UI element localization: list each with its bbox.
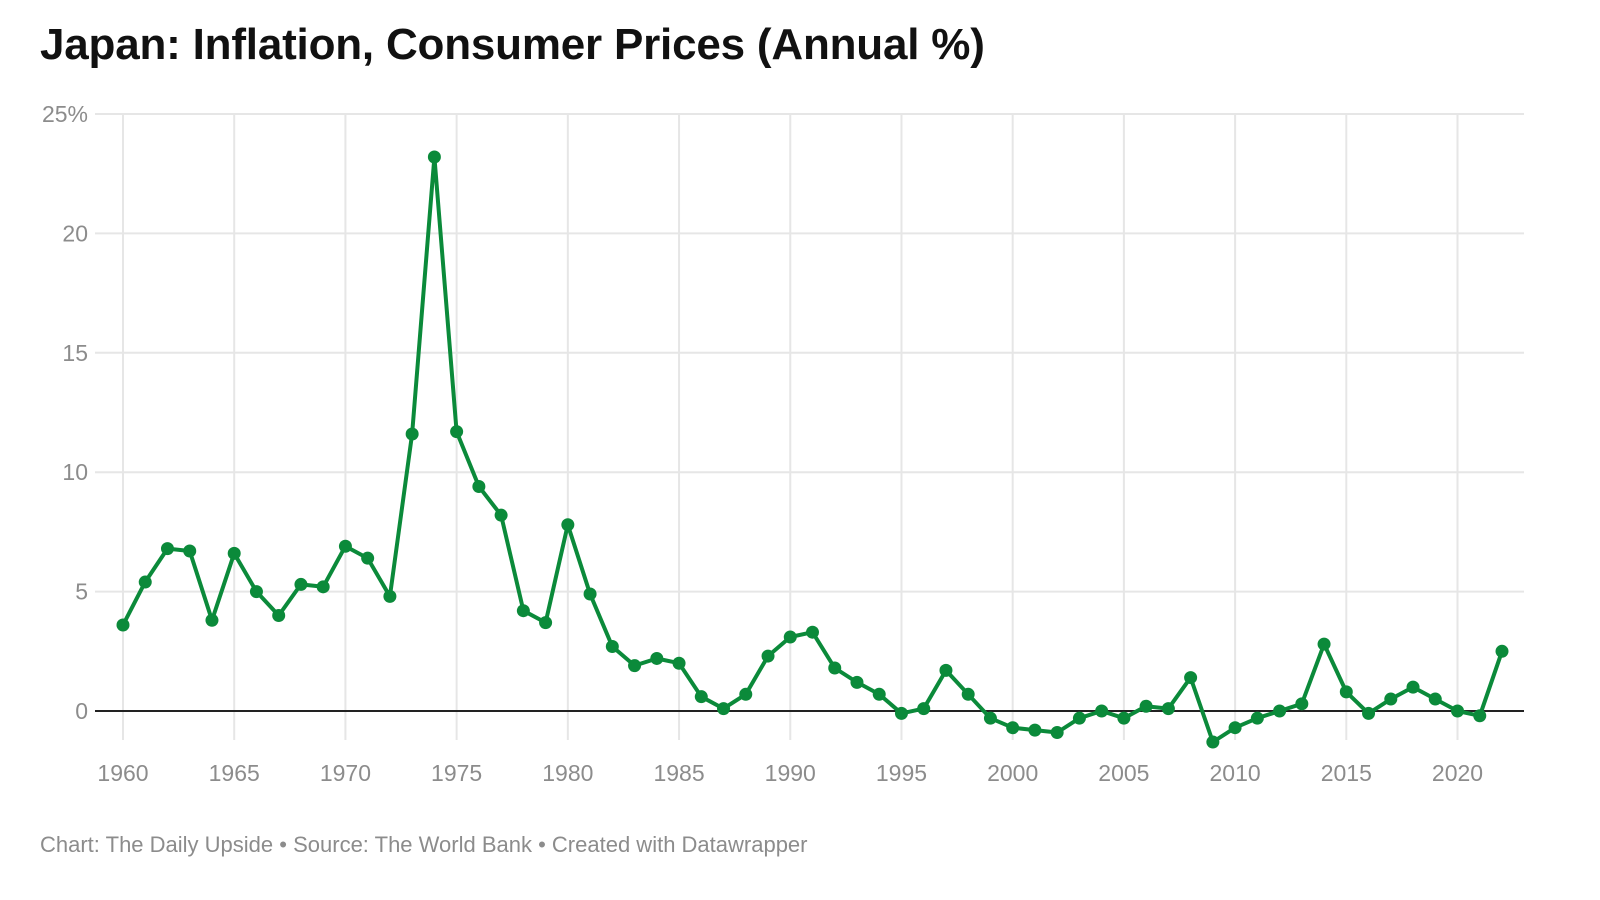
- data-point-1980[interactable]: [561, 518, 575, 532]
- data-point-2004[interactable]: [1095, 704, 1109, 718]
- x-tick-label: 1995: [876, 760, 927, 786]
- data-point-2016[interactable]: [1362, 706, 1376, 720]
- data-point-2006[interactable]: [1139, 699, 1153, 713]
- chart-footer: Chart: The Daily Upside • Source: The Wo…: [40, 832, 808, 858]
- y-tick-label: 15: [62, 340, 88, 366]
- data-point-2001[interactable]: [1028, 723, 1042, 737]
- x-tick-label: 1975: [431, 760, 482, 786]
- data-point-2022[interactable]: [1495, 644, 1509, 658]
- data-point-1979[interactable]: [539, 616, 553, 630]
- data-point-2018[interactable]: [1406, 680, 1420, 694]
- data-point-2008[interactable]: [1184, 671, 1198, 685]
- data-point-1999[interactable]: [983, 711, 997, 725]
- data-point-1985[interactable]: [672, 656, 686, 670]
- data-point-1976[interactable]: [472, 480, 486, 494]
- data-point-1968[interactable]: [294, 577, 308, 591]
- data-point-1978[interactable]: [516, 604, 530, 618]
- data-point-1983[interactable]: [628, 659, 642, 673]
- data-point-1965[interactable]: [227, 546, 241, 560]
- data-point-2017[interactable]: [1384, 692, 1398, 706]
- data-point-1991[interactable]: [806, 625, 819, 639]
- y-tick-label: 5: [75, 579, 88, 605]
- data-point-2000[interactable]: [1006, 721, 1020, 735]
- data-point-2003[interactable]: [1072, 711, 1086, 725]
- x-tick-label: 1980: [542, 760, 593, 786]
- footer-separator-1: •: [279, 832, 287, 857]
- series-line: [121, 155, 1504, 744]
- chart-title: Japan: Inflation, Consumer Prices (Annua…: [40, 20, 985, 69]
- data-point-1990[interactable]: [783, 630, 797, 644]
- data-point-2019[interactable]: [1428, 692, 1442, 706]
- footer-credit: Chart: The Daily Upside: [40, 832, 274, 857]
- points-layer: [116, 150, 1509, 749]
- footer-source: Source: The World Bank: [293, 832, 532, 857]
- data-point-2012[interactable]: [1273, 704, 1287, 718]
- x-tick-label: 2000: [987, 760, 1038, 786]
- data-point-2015[interactable]: [1339, 685, 1353, 699]
- x-tick-label: 2015: [1321, 760, 1372, 786]
- data-point-1982[interactable]: [605, 640, 619, 654]
- y-tick-label: 20: [62, 220, 88, 246]
- footer-tool: Created with Datawrapper: [551, 832, 808, 857]
- data-point-2021[interactable]: [1473, 709, 1487, 723]
- data-point-2020[interactable]: [1451, 704, 1465, 718]
- data-point-2005[interactable]: [1117, 711, 1131, 725]
- x-tick-label: 1970: [320, 760, 371, 786]
- data-point-1975[interactable]: [450, 425, 464, 439]
- data-point-1993[interactable]: [850, 675, 864, 689]
- data-point-2007[interactable]: [1161, 702, 1175, 716]
- data-point-1984[interactable]: [650, 651, 664, 665]
- x-gridlines: [122, 114, 1459, 740]
- x-tick-label: 2020: [1432, 760, 1483, 786]
- x-tick-label: 1965: [209, 760, 260, 786]
- data-point-1992[interactable]: [828, 661, 842, 675]
- x-tick-label: 1960: [97, 760, 148, 786]
- data-point-1972[interactable]: [383, 589, 397, 603]
- data-point-1994[interactable]: [872, 687, 886, 701]
- data-point-1986[interactable]: [694, 690, 708, 704]
- y-tick-label: 25%: [42, 101, 88, 127]
- data-point-1988[interactable]: [739, 687, 753, 701]
- y-gridlines: [95, 113, 1524, 593]
- data-point-2011[interactable]: [1250, 711, 1264, 725]
- y-tick-label: 10: [62, 459, 88, 485]
- data-point-1973[interactable]: [405, 427, 419, 441]
- data-point-1971[interactable]: [361, 551, 375, 565]
- data-point-1960[interactable]: [116, 618, 130, 632]
- data-point-1995[interactable]: [894, 706, 908, 720]
- data-point-2002[interactable]: [1050, 725, 1064, 739]
- data-point-2009[interactable]: [1206, 735, 1220, 749]
- data-point-2014[interactable]: [1317, 637, 1331, 651]
- data-point-2013[interactable]: [1295, 697, 1309, 711]
- data-point-1962[interactable]: [160, 542, 174, 556]
- data-point-1970[interactable]: [338, 539, 352, 553]
- x-tick-label: 2010: [1210, 760, 1261, 786]
- data-point-1996[interactable]: [917, 702, 931, 716]
- data-point-1989[interactable]: [761, 649, 775, 663]
- data-point-1981[interactable]: [583, 587, 597, 601]
- data-point-1997[interactable]: [939, 663, 953, 677]
- data-point-1967[interactable]: [272, 608, 286, 622]
- series-layer: [121, 155, 1504, 744]
- data-point-1998[interactable]: [961, 687, 975, 701]
- y-axis-labels: 25% 20 15 10 5 0: [42, 101, 88, 724]
- data-point-1969[interactable]: [316, 580, 330, 594]
- data-point-2010[interactable]: [1228, 721, 1242, 735]
- x-axis-labels: 1960 1965 1970 1975 1980 1985 1990 1995 2000 2005…: [97, 760, 1483, 786]
- y-tick-label: 0: [75, 698, 88, 724]
- x-tick-label: 1985: [653, 760, 704, 786]
- x-tick-label: 1990: [765, 760, 816, 786]
- data-point-1987[interactable]: [717, 702, 731, 716]
- data-point-1966[interactable]: [249, 585, 263, 599]
- data-point-1974[interactable]: [427, 150, 441, 164]
- data-point-1963[interactable]: [183, 544, 197, 558]
- x-tick-label: 2005: [1098, 760, 1149, 786]
- footer-separator-2: •: [538, 832, 546, 857]
- data-point-1977[interactable]: [494, 508, 508, 522]
- data-point-1961[interactable]: [138, 575, 152, 589]
- data-point-1964[interactable]: [205, 613, 219, 627]
